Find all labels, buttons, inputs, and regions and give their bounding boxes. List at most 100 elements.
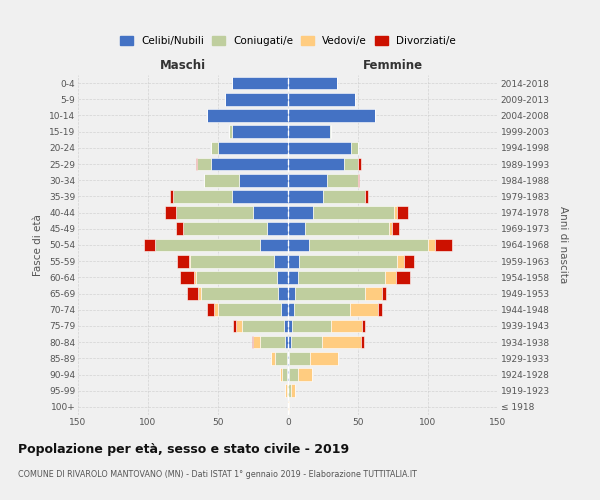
Bar bbox=[313, 206, 394, 219]
Bar bbox=[275, 352, 287, 364]
Bar bbox=[292, 320, 331, 332]
Bar bbox=[277, 271, 288, 283]
Bar bbox=[309, 238, 428, 252]
Bar bbox=[155, 238, 260, 252]
Bar bbox=[330, 126, 331, 138]
Bar bbox=[392, 222, 398, 235]
Bar bbox=[267, 222, 288, 235]
Bar bbox=[288, 126, 330, 138]
Bar bbox=[176, 206, 253, 219]
Bar bbox=[351, 142, 358, 154]
Bar bbox=[397, 255, 404, 268]
Text: Popolazione per età, sesso e stato civile - 2019: Popolazione per età, sesso e stato civil… bbox=[18, 442, 349, 456]
Bar bbox=[284, 320, 288, 332]
Bar bbox=[236, 320, 242, 332]
Y-axis label: Fasce di età: Fasce di età bbox=[34, 214, 43, 276]
Bar bbox=[176, 222, 183, 235]
Bar bbox=[239, 174, 288, 186]
Bar bbox=[350, 304, 377, 316]
Bar bbox=[187, 288, 199, 300]
Bar bbox=[288, 255, 299, 268]
Bar bbox=[298, 271, 385, 283]
Bar bbox=[288, 304, 293, 316]
Bar bbox=[291, 336, 322, 348]
Bar bbox=[196, 158, 197, 170]
Bar bbox=[229, 126, 232, 138]
Bar bbox=[322, 336, 361, 348]
Bar bbox=[201, 288, 278, 300]
Bar bbox=[435, 238, 452, 252]
Bar bbox=[287, 368, 288, 381]
Bar bbox=[382, 288, 386, 300]
Bar bbox=[285, 336, 288, 348]
Bar bbox=[291, 384, 295, 397]
Bar bbox=[194, 271, 196, 283]
Bar bbox=[232, 190, 288, 202]
Bar bbox=[260, 336, 285, 348]
Bar bbox=[289, 352, 310, 364]
Bar bbox=[207, 109, 288, 122]
Bar bbox=[404, 255, 414, 268]
Bar bbox=[211, 158, 288, 170]
Bar bbox=[232, 126, 288, 138]
Bar bbox=[173, 190, 232, 202]
Bar bbox=[428, 238, 435, 252]
Bar bbox=[196, 271, 277, 283]
Text: COMUNE DI RIVAROLO MANTOVANO (MN) - Dati ISTAT 1° gennaio 2019 - Elaborazione TU: COMUNE DI RIVAROLO MANTOVANO (MN) - Dati… bbox=[18, 470, 417, 479]
Bar bbox=[288, 174, 327, 186]
Bar bbox=[389, 222, 392, 235]
Bar bbox=[242, 320, 284, 332]
Legend: Celibi/Nubili, Coniugati/e, Vedovi/e, Divorziati/e: Celibi/Nubili, Coniugati/e, Vedovi/e, Di… bbox=[120, 36, 456, 46]
Bar bbox=[288, 190, 323, 202]
Bar bbox=[323, 190, 365, 202]
Bar bbox=[178, 255, 188, 268]
Bar bbox=[365, 190, 368, 202]
Bar bbox=[280, 368, 283, 381]
Bar bbox=[288, 142, 351, 154]
Bar bbox=[170, 190, 173, 202]
Text: Femmine: Femmine bbox=[363, 59, 423, 72]
Bar bbox=[397, 206, 409, 219]
Bar bbox=[288, 400, 289, 413]
Bar bbox=[288, 93, 355, 106]
Bar bbox=[180, 271, 194, 283]
Bar bbox=[271, 352, 275, 364]
Bar bbox=[199, 288, 201, 300]
Bar bbox=[211, 142, 218, 154]
Bar bbox=[287, 384, 288, 397]
Bar bbox=[288, 158, 344, 170]
Bar bbox=[197, 158, 211, 170]
Bar bbox=[305, 222, 389, 235]
Bar bbox=[362, 320, 365, 332]
Bar bbox=[253, 336, 260, 348]
Bar bbox=[165, 206, 176, 219]
Bar bbox=[253, 206, 288, 219]
Bar bbox=[233, 320, 236, 332]
Bar bbox=[377, 304, 382, 316]
Bar bbox=[358, 174, 359, 186]
Bar bbox=[260, 238, 288, 252]
Bar bbox=[394, 206, 397, 219]
Bar bbox=[283, 368, 287, 381]
Bar bbox=[288, 320, 292, 332]
Bar bbox=[344, 158, 358, 170]
Bar bbox=[385, 271, 396, 283]
Bar bbox=[299, 255, 397, 268]
Text: Maschi: Maschi bbox=[160, 59, 206, 72]
Bar bbox=[288, 222, 305, 235]
Bar bbox=[298, 368, 312, 381]
Bar bbox=[396, 271, 410, 283]
Bar bbox=[293, 304, 350, 316]
Bar bbox=[288, 368, 289, 381]
Bar bbox=[331, 320, 362, 332]
Bar bbox=[285, 384, 287, 397]
Bar bbox=[144, 238, 155, 252]
Bar bbox=[327, 174, 358, 186]
Bar bbox=[288, 271, 298, 283]
Bar bbox=[190, 255, 274, 268]
Bar bbox=[310, 352, 338, 364]
Bar bbox=[288, 352, 289, 364]
Bar bbox=[288, 206, 313, 219]
Bar bbox=[278, 288, 288, 300]
Bar bbox=[361, 336, 364, 348]
